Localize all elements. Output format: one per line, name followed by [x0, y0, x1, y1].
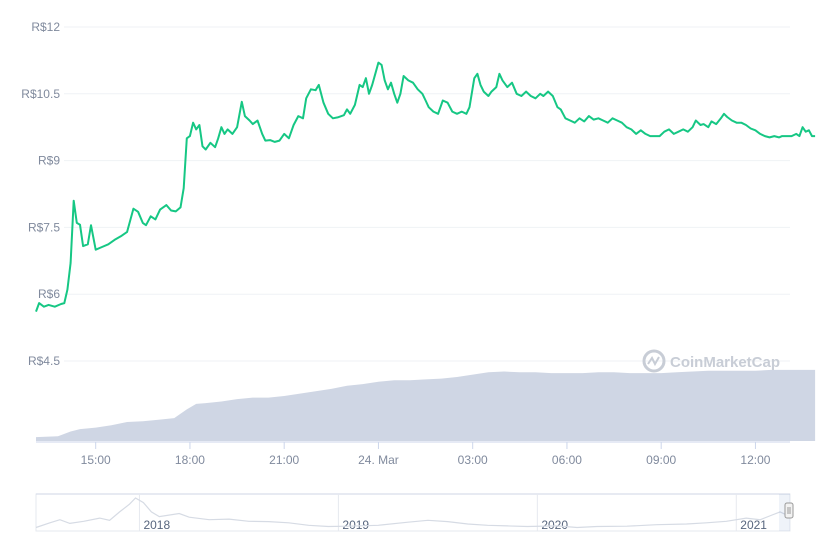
x-tick-label: 09:00	[646, 453, 676, 467]
x-tick-label: 18:00	[175, 453, 205, 467]
x-tick-label: 21:00	[269, 453, 299, 467]
navigator-year-label: 2021	[740, 518, 767, 532]
volume-area-shape	[36, 369, 816, 441]
y-tick-label: R$9	[38, 154, 60, 168]
navigator-series-line	[35, 497, 791, 529]
volume-area	[36, 369, 816, 441]
x-tick-label: 24. Mar	[358, 453, 399, 467]
watermark-text: CoinMarketCap	[670, 354, 780, 371]
navigator-year-label: 2019	[342, 518, 369, 532]
coinmarketcap-watermark: CoinMarketCap	[642, 349, 780, 373]
y-axis: R$12 R$10.5 R$9 R$7.5 R$6 R$4.5	[21, 20, 60, 368]
y-tick-label: R$6	[38, 287, 60, 301]
navigator-year-label: 2020	[541, 518, 568, 532]
x-axis: 15:00 18:00 21:00 24. Mar 03:00 06:00 09:00 12:…	[36, 441, 790, 467]
navigator-year-label: 2018	[143, 518, 170, 532]
x-tick-label: 06:00	[552, 453, 582, 467]
coinmarketcap-logo-icon	[642, 349, 666, 373]
y-tick-label: R$7.5	[28, 220, 60, 234]
y-tick-label: R$4.5	[28, 354, 60, 368]
price-line-group	[35, 61, 816, 312]
x-tick-label: 03:00	[458, 453, 488, 467]
navigator-handle[interactable]	[784, 502, 794, 519]
coinmarketcap-logo-mark	[647, 356, 660, 367]
price-line	[35, 61, 816, 312]
x-tick-label: 12:00	[740, 453, 770, 467]
y-tick-label: R$12	[31, 20, 60, 34]
grid-lines	[64, 26, 790, 362]
x-tick-label: 15:00	[81, 453, 111, 467]
y-tick-label: R$10.5	[21, 87, 60, 101]
navigator[interactable]: 2018 2019 2020 2021	[35, 493, 794, 532]
